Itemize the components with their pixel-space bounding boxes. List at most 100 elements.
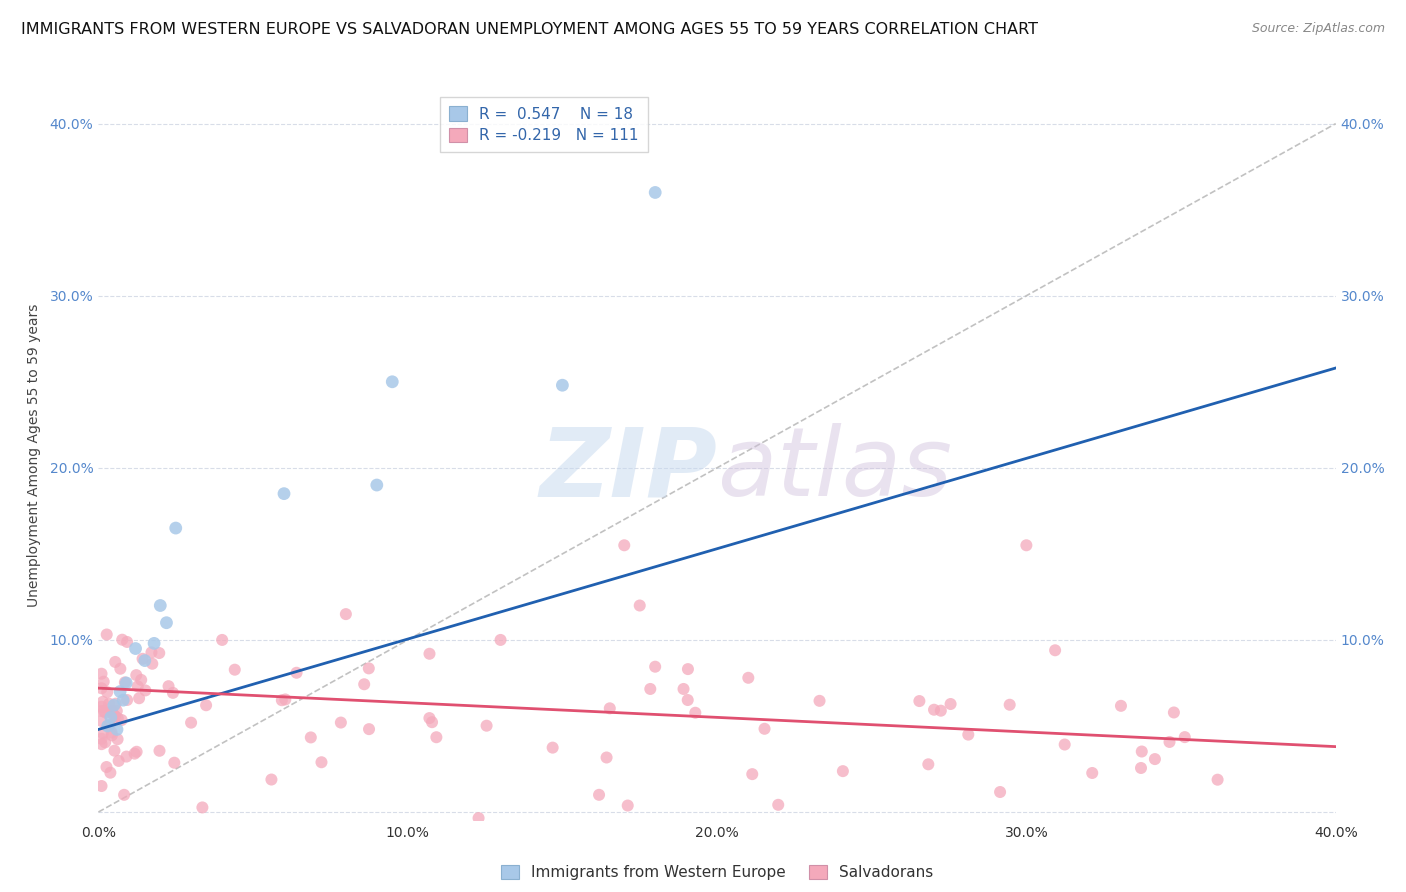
Point [93,704,115,718]
Point [104,697,127,711]
Point [273,486,295,500]
Point [260,772,283,787]
Point [165,521,187,535]
Point [357,661,380,675]
Point [112,693,135,707]
Point [808,694,831,708]
Point [908,694,931,708]
Point [195,698,218,713]
Point [211,632,233,647]
Point [613,538,636,552]
Point [90,699,112,714]
Point [90,681,112,696]
Point [353,677,375,691]
Point [105,704,128,718]
Point [107,754,129,768]
Point [998,698,1021,712]
Point [467,811,489,825]
Point [108,684,131,698]
Point [420,715,443,730]
Point [551,378,574,392]
Point [103,744,125,758]
Point [97,719,120,733]
Point [366,478,388,492]
Point [162,686,184,700]
Point [329,715,352,730]
Point [98,697,121,711]
Point [91,726,114,740]
Point [101,704,124,718]
Point [157,679,180,693]
Point [357,722,380,736]
Point [1163,706,1185,720]
Point [134,683,156,698]
Point [1143,752,1166,766]
Point [640,681,662,696]
Point [105,723,128,737]
Point [929,704,952,718]
Point [110,662,132,676]
Point [111,713,134,727]
Point [148,744,170,758]
Point [115,693,138,707]
Point [90,714,112,728]
Point [191,800,214,814]
Point [754,722,776,736]
Point [96,627,118,641]
Point [141,657,163,671]
Point [418,647,440,661]
Point [1053,738,1076,752]
Point [96,685,118,699]
Text: ZIP: ZIP [538,423,717,516]
Point [939,697,962,711]
Point [100,765,122,780]
Point [311,756,333,770]
Point [93,674,115,689]
Point [285,665,308,680]
Point [104,655,127,669]
Point [737,671,759,685]
Point [103,698,125,713]
Point [418,711,440,725]
Point [595,750,617,764]
Point [1174,730,1197,744]
Legend: Immigrants from Western Europe, Salvadorans: Immigrants from Western Europe, Salvador… [495,858,939,886]
Point [274,692,297,706]
Point [94,735,117,749]
Point [335,607,357,621]
Point [129,673,152,687]
Point [957,728,980,742]
Point [149,599,172,613]
Point [988,785,1011,799]
Point [104,709,127,723]
Point [148,646,170,660]
Point [100,710,122,724]
Point [180,715,202,730]
Point [831,764,853,779]
Point [100,725,122,739]
Point [628,599,651,613]
Point [107,732,129,747]
Point [676,662,699,676]
Point [125,668,148,682]
Point [616,798,638,813]
Point [141,645,163,659]
Point [131,652,153,666]
Point [1130,761,1153,775]
Point [588,788,610,802]
Point [125,745,148,759]
Point [90,779,112,793]
Point [644,659,666,673]
Point [1206,772,1229,787]
Point [676,693,699,707]
Point [685,706,707,720]
Point [475,719,498,733]
Point [143,636,166,650]
Text: IMMIGRANTS FROM WESTERN EUROPE VS SALVADORAN UNEMPLOYMENT AMONG AGES 55 TO 59 YE: IMMIGRANTS FROM WESTERN EUROPE VS SALVAD… [21,22,1038,37]
Point [111,632,134,647]
Point [768,797,790,812]
Point [541,740,564,755]
Point [917,757,939,772]
Point [90,737,112,751]
Text: Source: ZipAtlas.com: Source: ZipAtlas.com [1251,22,1385,36]
